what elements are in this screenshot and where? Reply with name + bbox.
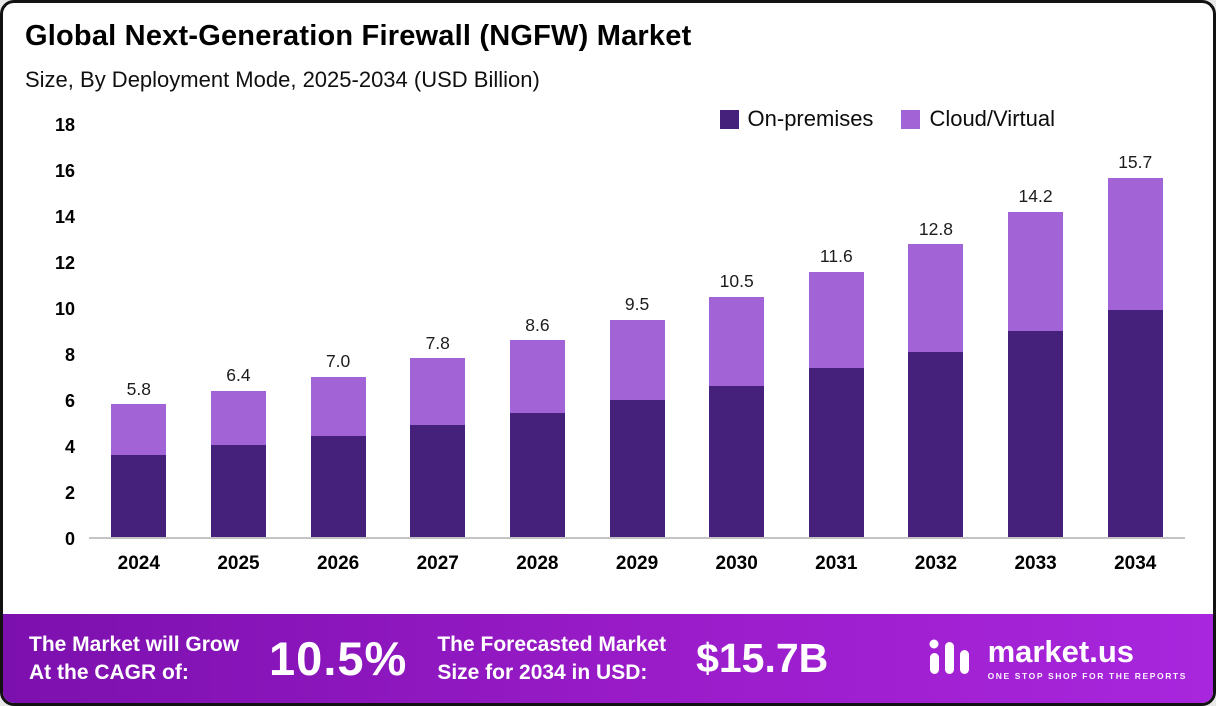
plot-area: 5.8 6.4 7.0 7.8 8.6 9.5 10.5 11.6 12.8 14.2 15.7 <box>89 125 1185 539</box>
bar-column: 12.8 <box>886 125 986 537</box>
cagr-text: The Market will Grow At the CAGR of: <box>29 633 240 684</box>
bar-value-label: 7.8 <box>425 332 450 353</box>
bar-segment-cloud-virtual <box>609 319 665 400</box>
bar-column: 5.8 <box>89 125 189 537</box>
legend-label: Cloud/Virtual <box>929 106 1055 131</box>
x-tick-label: 2025 <box>217 553 260 574</box>
y-tick-label: 0 <box>64 529 75 549</box>
bar-value-label: 7.0 <box>325 351 351 372</box>
bar-value-label: 10.5 <box>719 271 754 292</box>
forecast-text: The Forecasted Market Size for 2034 in U… <box>437 633 667 684</box>
bar-segment-cloud-virtual <box>908 244 964 352</box>
bar-value-label: 8.6 <box>525 314 550 335</box>
brand-name: market.us <box>987 634 1135 669</box>
y-tick-label: 2 <box>64 483 75 503</box>
bar-column: 7.0 <box>288 125 388 537</box>
bar-column: 10.5 <box>687 125 787 537</box>
bar-segment-cloud-virtual <box>1107 177 1163 311</box>
legend-swatch <box>901 109 921 129</box>
bar-column: 9.5 <box>587 125 687 537</box>
bar-segment-on-premises <box>808 367 864 537</box>
brand-tagline: One Stop Shop For The Reports <box>987 671 1187 681</box>
bar-segment-on-premises <box>609 399 665 537</box>
legend-swatch <box>719 109 739 129</box>
x-tick-label: 2032 <box>914 553 958 574</box>
chart-legend: On-premises Cloud/Virtual <box>719 106 1055 132</box>
bar-column: 8.6 <box>488 125 588 537</box>
y-tick-label: 4 <box>64 437 75 457</box>
bar-segment-on-premises <box>111 454 167 537</box>
y-tick-label: 18 <box>54 115 75 135</box>
chart-title: Global Next-Generation Firewall (NGFW) M… <box>25 20 692 52</box>
chart-header: Global Next-Generation Firewall (NGFW) M… <box>3 3 1213 93</box>
bar-value-label: 11.6 <box>819 246 853 266</box>
y-tick-label: 8 <box>64 345 75 365</box>
x-tick-label: 2028 <box>516 553 559 574</box>
forecast-value: $15.7B <box>696 635 829 681</box>
bar-segment-on-premises <box>509 413 565 537</box>
legend-item: On-premises <box>719 106 874 132</box>
x-tick-label: 2027 <box>416 553 459 574</box>
y-axis: 0 2 4 6 8 10 12 14 16 18 <box>27 116 75 548</box>
x-tick-label: 2029 <box>615 553 659 574</box>
x-tick-label: 2034 <box>1114 553 1157 574</box>
y-tick-label: 14 <box>54 207 75 227</box>
bar-segment-on-premises <box>1107 310 1163 537</box>
bar-segment-on-premises <box>908 351 964 537</box>
x-tick-label: 2024 <box>117 553 160 574</box>
bar-segment-cloud-virtual <box>709 296 765 386</box>
x-tick-label: 2031 <box>815 553 858 574</box>
marketus-logo-text: market.us One Stop Shop For The Reports <box>988 636 1187 681</box>
legend-label: On-premises <box>747 106 874 131</box>
bar-column: 7.8 <box>388 125 488 537</box>
bar-column: 14.2 <box>986 125 1086 537</box>
marketus-logo: market.us One Stop Shop For The Reports <box>924 630 1187 687</box>
y-tick-label: 12 <box>54 253 75 274</box>
bar-column: 6.4 <box>189 125 289 537</box>
x-tick-label: 2030 <box>715 553 758 574</box>
bar-segment-on-premises <box>410 424 466 537</box>
bar-segment-on-premises <box>310 436 366 537</box>
y-tick-label: 6 <box>64 391 75 412</box>
bar-segment-cloud-virtual <box>808 271 864 368</box>
bar-segment-cloud-virtual <box>410 358 466 425</box>
bar-segment-cloud-virtual <box>310 376 366 437</box>
legend-item: Cloud/Virtual <box>901 106 1055 132</box>
x-tick-label: 2033 <box>1014 553 1057 574</box>
bar-value-label: 15.7 <box>1118 152 1153 173</box>
bar-segment-on-premises <box>210 445 266 537</box>
bar-segment-cloud-virtual <box>111 404 167 455</box>
bar-segment-on-premises <box>1008 331 1064 537</box>
bar-value-label: 5.8 <box>126 378 151 399</box>
bar-segment-cloud-virtual <box>509 340 565 414</box>
bar-value-label: 14.2 <box>1018 186 1053 207</box>
bar-column: 11.6 <box>786 125 886 537</box>
bar-value-label: 12.8 <box>918 218 953 239</box>
y-tick-label: 16 <box>54 161 75 181</box>
bar-value-label: 9.5 <box>624 294 650 315</box>
marketus-logo-icon <box>924 630 976 687</box>
bar-segment-cloud-virtual <box>1008 211 1064 331</box>
chart-area: 0 2 4 6 8 10 12 14 16 18 5.8 6.4 7.0 7.8 8.6 9.5 10.5 11… <box>27 116 1185 575</box>
footer-banner: The Market will Grow At the CAGR of: 10.… <box>3 614 1213 703</box>
bar-segment-on-premises <box>709 385 765 537</box>
x-tick-label: 2026 <box>316 553 360 574</box>
chart-subtitle: Size, By Deployment Mode, 2025-2034 (USD… <box>25 67 540 92</box>
y-tick-label: 10 <box>54 299 75 319</box>
x-axis: 2024 2025 2026 2027 2028 2029 2030 2031 2032 2033… <box>89 553 1185 575</box>
cagr-value: 10.5% <box>269 632 408 685</box>
bar-value-label: 6.4 <box>226 365 251 386</box>
bar-column: 15.7 <box>1085 125 1185 537</box>
bar-segment-cloud-virtual <box>210 390 266 446</box>
